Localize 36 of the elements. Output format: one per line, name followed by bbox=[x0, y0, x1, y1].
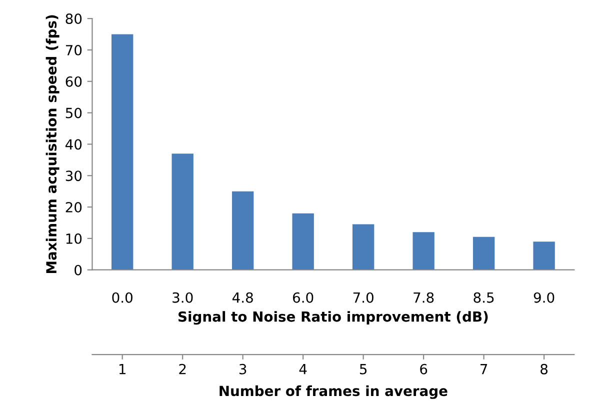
x-tick-label: 6.0 bbox=[293, 292, 314, 303]
x2-tick-label: 7 bbox=[480, 364, 488, 374]
x-tick-label: 8.5 bbox=[474, 292, 494, 303]
bar bbox=[412, 232, 434, 270]
y-tick-label: 40 bbox=[66, 139, 82, 150]
x-tick-label: 7.0 bbox=[353, 292, 374, 303]
bar bbox=[352, 224, 374, 270]
bar bbox=[472, 236, 495, 270]
bar bbox=[292, 213, 314, 270]
bar bbox=[232, 191, 254, 270]
x-tick-label: 3.0 bbox=[172, 292, 193, 303]
x2-tick-label: 3 bbox=[239, 364, 246, 374]
y-tick-label: 30 bbox=[66, 170, 82, 182]
bar bbox=[172, 154, 194, 270]
x2-axis-title: Number of frames in average bbox=[220, 385, 448, 399]
x2-tick-label: 2 bbox=[179, 364, 186, 374]
x-tick-label: 4.8 bbox=[232, 292, 253, 303]
x-tick-label: 9.0 bbox=[534, 292, 554, 303]
y-tick-label: 80 bbox=[66, 14, 82, 24]
bar bbox=[533, 242, 555, 270]
x-tick-label: 7.8 bbox=[414, 292, 434, 303]
y-tick-label: 10 bbox=[66, 233, 82, 244]
y-tick-label: 0 bbox=[74, 264, 82, 276]
y-tick-label: 60 bbox=[66, 76, 82, 87]
x-tick-label: 0.0 bbox=[112, 292, 132, 303]
x-axis-title: Signal to Noise Ratio improvement (dB) bbox=[178, 311, 488, 325]
y-tick-label: 20 bbox=[66, 202, 82, 213]
x2-tick-label: 4 bbox=[299, 364, 307, 374]
x2-tick-label: 8 bbox=[540, 364, 548, 374]
y-tick-label: 70 bbox=[66, 44, 82, 56]
x2-tick-label: 1 bbox=[119, 364, 126, 374]
bar bbox=[112, 34, 134, 270]
x2-tick-label: 6 bbox=[420, 364, 428, 374]
y-axis-title: Maximum acquisition speed (fps) bbox=[46, 15, 60, 274]
x2-tick-label: 5 bbox=[360, 364, 367, 374]
y-tick-label: 50 bbox=[66, 108, 82, 118]
